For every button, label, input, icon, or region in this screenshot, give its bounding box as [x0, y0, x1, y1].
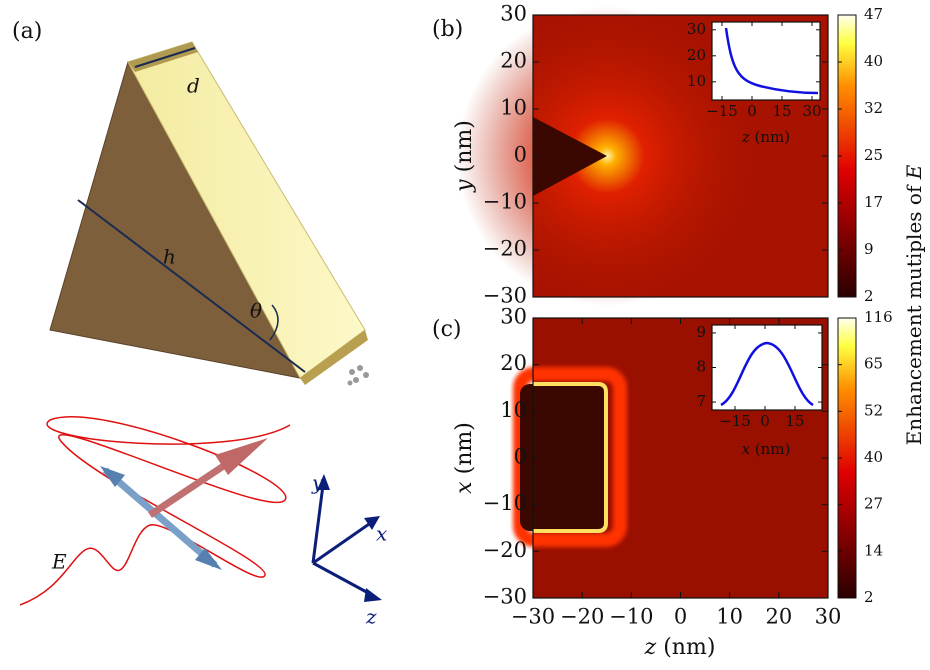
- y-tick-label: −30: [483, 284, 527, 308]
- plot-frame: [711, 21, 821, 101]
- edge: [533, 382, 608, 533]
- x-tick-label: 15: [785, 412, 804, 430]
- y-tick-label: 20: [500, 49, 527, 73]
- colorbar-label: 65: [864, 355, 883, 373]
- y-tick-label: −10: [483, 190, 527, 214]
- label-e: E: [51, 550, 67, 574]
- x-tick-label: 0: [747, 102, 757, 120]
- angle-arc: [269, 304, 279, 341]
- panel-label: (c): [432, 317, 462, 342]
- symbol: z: [741, 128, 750, 146]
- colorbar-label: 32: [864, 99, 883, 117]
- axis-z: z: [365, 605, 377, 629]
- y-tick-label: 20: [687, 46, 706, 64]
- axis-title: y (nm): [452, 120, 477, 193]
- x-tick-label: −30: [511, 605, 555, 629]
- axis-title: z (nm): [644, 635, 716, 660]
- molecule: [347, 365, 369, 386]
- y-tick-label: −10: [483, 491, 527, 515]
- y-tick-label: 0: [514, 143, 527, 167]
- colorbar-label: 40: [864, 448, 883, 466]
- x-tick-label: −20: [560, 605, 604, 629]
- panel-label: (a): [12, 19, 42, 44]
- unit: (nm): [452, 120, 477, 172]
- triad-heads: [317, 474, 382, 602]
- tip-shadow: [533, 117, 607, 196]
- inset-curve: [724, 27, 819, 95]
- x-tick-label: 10: [716, 605, 743, 629]
- y-tick-label: 10: [687, 72, 706, 90]
- x-tick-label: 0: [674, 605, 687, 629]
- colorbar-label: 40: [864, 52, 883, 70]
- x-tick-label: −10: [609, 605, 653, 629]
- colorbar-label: 27: [864, 495, 883, 513]
- symbol: x: [452, 481, 477, 494]
- colorbar-label: 17: [864, 193, 883, 211]
- unit: (nm): [452, 422, 477, 474]
- axis-title: x (nm): [742, 440, 791, 458]
- x-tick-label: 30: [802, 102, 821, 120]
- axes-triad: [311, 484, 373, 597]
- colorbar-label: 52: [864, 401, 883, 419]
- y-tick-label: 30: [500, 305, 527, 329]
- y-tick-label: 30: [687, 20, 706, 38]
- y-tick-label: −30: [483, 585, 527, 609]
- x-tick-label: 0: [760, 412, 770, 430]
- colorbar-label: 2: [864, 588, 874, 606]
- colorbar-label: 9: [864, 240, 874, 258]
- label-theta: θ: [250, 299, 262, 323]
- dim-line: [77, 199, 306, 373]
- unit: (nm): [755, 440, 791, 458]
- y-tick-label: 30: [500, 2, 527, 26]
- colorbar-label: 2: [864, 287, 874, 305]
- y-tick-label: 10: [500, 398, 527, 422]
- symbol: z: [644, 635, 657, 660]
- colorbar-title: Enhancement mutiples of E: [902, 164, 926, 445]
- y-tick-label: −20: [483, 237, 527, 261]
- arrowhead: [100, 466, 125, 487]
- y-tick-label: 7: [696, 392, 706, 410]
- axis-title: x (nm): [452, 422, 477, 494]
- axis-x: x: [376, 522, 387, 546]
- x-tick-label: −15: [719, 412, 751, 430]
- dim-line: [134, 47, 196, 68]
- colorbar-label: 116: [864, 308, 893, 326]
- label-h: h: [163, 245, 176, 269]
- axis-y: y: [311, 471, 324, 495]
- colorbar-label: 25: [864, 146, 883, 164]
- symbol: x: [742, 440, 751, 458]
- panel-label: (b): [432, 17, 463, 42]
- field-arrow: [102, 467, 218, 568]
- y-tick-label: 0: [514, 445, 527, 469]
- prism-shadow: [520, 384, 606, 531]
- y-tick-label: 20: [500, 351, 527, 375]
- arrowhead: [215, 438, 268, 475]
- x-tick-label: −15: [706, 102, 738, 120]
- unit: (nm): [755, 128, 791, 146]
- y-tick-label: 9: [696, 323, 706, 341]
- colorbar-label: 14: [864, 541, 883, 559]
- y-tick-label: 10: [500, 96, 527, 120]
- x-tick-label: 15: [772, 102, 791, 120]
- prism-cap: [300, 330, 368, 385]
- wave: [19, 416, 291, 606]
- colorbar-label: 47: [864, 5, 883, 23]
- x-tick-label: 20: [765, 605, 792, 629]
- arrowhead: [195, 548, 222, 570]
- x-tick-label: 30: [815, 605, 842, 629]
- unit: (nm): [663, 635, 715, 660]
- y-tick-label: 8: [696, 358, 706, 376]
- label-d: d: [187, 74, 200, 98]
- y-tick-label: −20: [483, 538, 527, 562]
- axis-title: z (nm): [741, 128, 790, 146]
- symbol: y: [452, 179, 477, 193]
- inset-curve: [720, 341, 814, 407]
